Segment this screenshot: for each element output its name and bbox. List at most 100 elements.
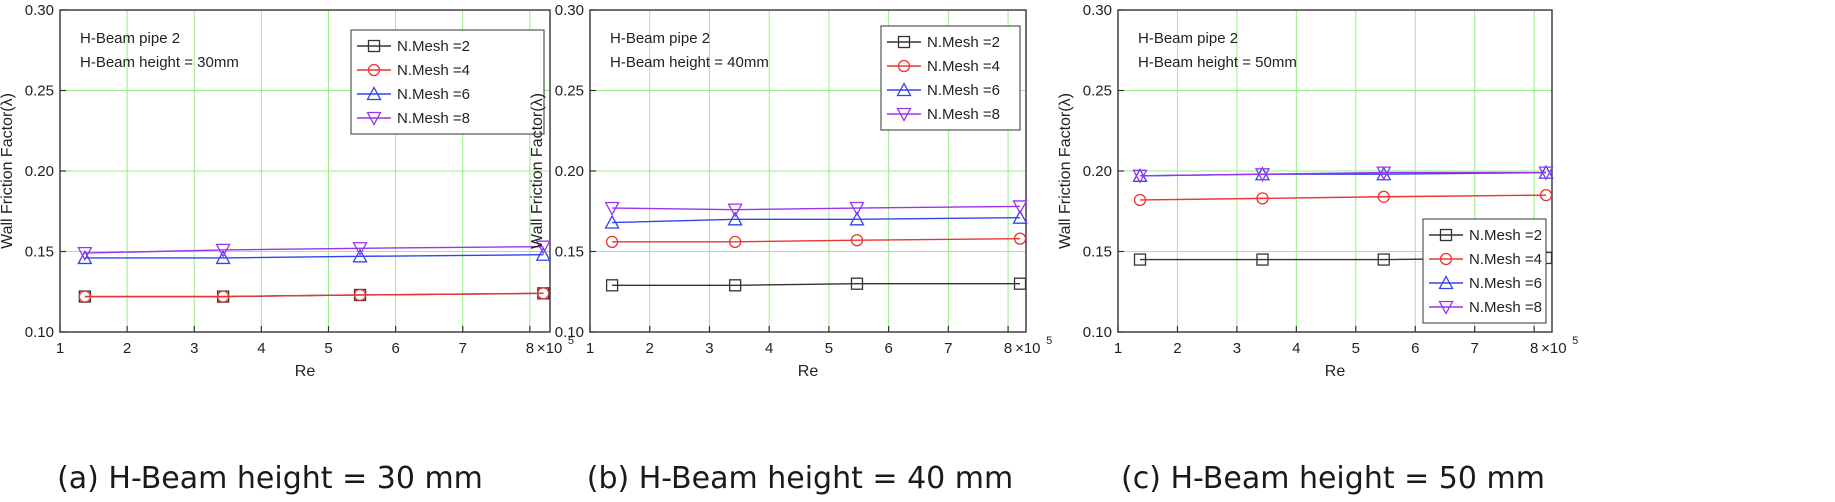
y-tick-label-2: 0.20 bbox=[1083, 163, 1112, 180]
x-multiplier-exponent: 5 bbox=[1046, 335, 1052, 347]
data-point-s4-p4 bbox=[1538, 166, 1554, 181]
y-tick-label-4: 0.30 bbox=[555, 2, 584, 19]
legend-marker-4 bbox=[1438, 300, 1454, 315]
y-tick-label-3: 0.25 bbox=[555, 83, 584, 100]
data-point-s3-p3 bbox=[849, 211, 865, 226]
data-point-s3-p3 bbox=[352, 248, 368, 263]
legend-marker-1 bbox=[367, 39, 381, 53]
x-tick-label-7: 7 bbox=[1471, 340, 1479, 357]
legend: N.Mesh =2 N.Mesh =4 N.Mesh =6 N.Mesh =8 bbox=[880, 25, 1021, 131]
caption-3: (c) H-Beam height = 50 mm bbox=[1121, 461, 1545, 496]
annotation-line-1: H-Beam pipe 2 bbox=[1138, 30, 1238, 47]
legend-marker-4 bbox=[896, 107, 912, 122]
legend: N.Mesh =2 N.Mesh =4 N.Mesh =6 N.Mesh =8 bbox=[350, 29, 545, 135]
series-line-4 bbox=[1139, 171, 1547, 177]
series-line-3 bbox=[84, 254, 544, 259]
legend-label-1: N.Mesh =2 bbox=[397, 38, 470, 55]
legend-marker-1 bbox=[897, 35, 911, 49]
x-tick-label-5: 5 bbox=[825, 340, 833, 357]
legend-marker-2 bbox=[1439, 252, 1453, 266]
x-multiplier: ×10 bbox=[537, 340, 562, 357]
legend-marker-4 bbox=[366, 111, 382, 126]
legend-label-4: N.Mesh =8 bbox=[397, 110, 470, 127]
y-tick-label-1: 0.15 bbox=[25, 244, 54, 261]
legend-marker-1 bbox=[1439, 228, 1453, 242]
y-axis-label: Wall Friction Factor(λ) bbox=[0, 93, 16, 249]
x-tick-label-1: 1 bbox=[586, 340, 594, 357]
x-tick-label-5: 5 bbox=[1352, 340, 1360, 357]
data-point-s1-p1 bbox=[605, 279, 619, 292]
y-tick-label-4: 0.30 bbox=[25, 2, 54, 19]
y-tick-label-0: 0.10 bbox=[1083, 324, 1112, 341]
y-tick-label-1: 0.15 bbox=[1083, 244, 1112, 261]
legend-label-3: N.Mesh =6 bbox=[397, 86, 470, 103]
data-point-s4-p4 bbox=[1012, 200, 1028, 215]
x-tick-label-8: 8 bbox=[526, 340, 534, 357]
series-line-4 bbox=[84, 245, 544, 254]
legend-label-2: N.Mesh =4 bbox=[927, 58, 1000, 75]
data-point-s4-p4 bbox=[535, 240, 551, 255]
y-tick-label-0: 0.10 bbox=[555, 324, 584, 341]
series-2 bbox=[1133, 188, 1553, 207]
data-point-s1-p3 bbox=[1377, 253, 1390, 266]
data-point-s2-p2 bbox=[1256, 192, 1269, 205]
data-point-s2-p3 bbox=[850, 234, 864, 247]
legend-marker-2 bbox=[897, 59, 911, 73]
data-point-s4-p3 bbox=[849, 201, 865, 216]
data-point-s4-p1 bbox=[1132, 169, 1148, 184]
x-tick-label-8: 8 bbox=[1004, 340, 1012, 357]
data-point-s2-p3 bbox=[1377, 190, 1390, 203]
x-tick-label-1: 1 bbox=[56, 340, 64, 357]
data-point-s1-p3 bbox=[850, 277, 864, 290]
data-point-s1-p1 bbox=[1133, 253, 1147, 266]
y-tick-label-2: 0.20 bbox=[25, 163, 54, 180]
legend: N.Mesh =2 N.Mesh =4 N.Mesh =6 N.Mesh =8 bbox=[1422, 218, 1547, 324]
series-4 bbox=[604, 200, 1028, 218]
data-point-s2-p1 bbox=[1133, 193, 1147, 207]
x-tick-label-3: 3 bbox=[705, 340, 713, 357]
series-3 bbox=[77, 246, 551, 265]
x-tick-label-3: 3 bbox=[1233, 340, 1241, 357]
annotation-line-1: H-Beam pipe 2 bbox=[80, 30, 180, 47]
series-line-3 bbox=[612, 216, 1021, 224]
data-point-s3-p4 bbox=[535, 246, 551, 261]
legend-label-3: N.Mesh =6 bbox=[1469, 275, 1542, 292]
legend-marker-3 bbox=[366, 86, 382, 101]
series-3 bbox=[604, 209, 1028, 229]
y-tick-label-0: 0.10 bbox=[25, 324, 54, 341]
legend-label-3: N.Mesh =6 bbox=[927, 82, 1000, 99]
x-tick-label-6: 6 bbox=[884, 340, 892, 357]
x-tick-label-1: 1 bbox=[1114, 340, 1122, 357]
data-point-s4-p1 bbox=[77, 246, 93, 261]
series-line-1 bbox=[612, 283, 1021, 287]
legend-marker-3 bbox=[896, 82, 912, 97]
data-point-s3-p1 bbox=[604, 214, 620, 229]
legend-marker-3 bbox=[1438, 275, 1454, 290]
x-multiplier: ×10 bbox=[1015, 340, 1040, 357]
x-tick-label-4: 4 bbox=[765, 340, 773, 357]
y-tick-label-4: 0.30 bbox=[1083, 2, 1112, 19]
data-point-s2-p4 bbox=[537, 287, 550, 300]
legend-box bbox=[350, 29, 545, 135]
data-point-s1-p2 bbox=[728, 279, 742, 292]
data-point-s2-p3 bbox=[353, 288, 367, 302]
data-point-s3-p4 bbox=[1012, 209, 1028, 224]
annotation-line-2: H-Beam height = 50mm bbox=[1138, 54, 1297, 71]
x-tick-label-2: 2 bbox=[123, 340, 131, 357]
data-point-s2-p2 bbox=[216, 290, 230, 303]
series-4 bbox=[1132, 166, 1554, 184]
series-line-2 bbox=[84, 292, 544, 298]
x-axis-label: Re bbox=[295, 363, 316, 380]
data-point-s4-p2 bbox=[215, 243, 231, 258]
legend-label-2: N.Mesh =4 bbox=[397, 62, 470, 79]
data-point-s1-p2 bbox=[1256, 253, 1269, 266]
x-tick-label-5: 5 bbox=[324, 340, 332, 357]
series-2 bbox=[605, 232, 1027, 248]
x-tick-label-4: 4 bbox=[1292, 340, 1300, 357]
data-point-s4-p2 bbox=[727, 203, 743, 218]
data-point-s2-p4 bbox=[1539, 188, 1553, 202]
x-tick-label-2: 2 bbox=[1173, 340, 1181, 357]
legend-box bbox=[1422, 218, 1547, 324]
legend-box bbox=[880, 25, 1021, 131]
